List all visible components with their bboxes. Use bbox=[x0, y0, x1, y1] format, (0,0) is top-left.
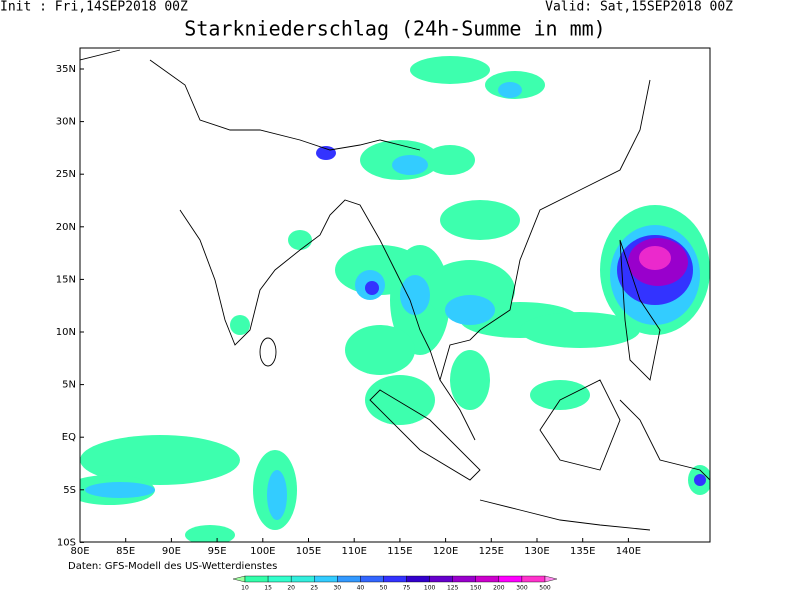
legend-label: 500 bbox=[539, 585, 551, 592]
legend-label: 20 bbox=[287, 585, 295, 592]
init-time: Init : Fri,14SEP2018 00Z bbox=[0, 0, 188, 15]
lon-label: 90E bbox=[162, 546, 181, 557]
lat-label: 25N bbox=[56, 169, 76, 180]
lon-label: 80E bbox=[70, 546, 89, 557]
lat-label: 15N bbox=[56, 274, 76, 285]
lon-label: 85E bbox=[116, 546, 135, 557]
legend-swatch bbox=[452, 575, 476, 583]
lon-label: 105E bbox=[296, 546, 321, 557]
lat-label: 10N bbox=[56, 327, 76, 338]
lon-label: 110E bbox=[341, 546, 366, 557]
legend-swatch bbox=[406, 575, 430, 583]
legend-swatch bbox=[521, 575, 546, 583]
legend-label: 50 bbox=[380, 585, 388, 592]
legend-arrow bbox=[232, 575, 246, 583]
lat-label: 20N bbox=[56, 222, 76, 233]
lat-label: EQ bbox=[62, 432, 76, 443]
map-title: Starkniederschlag (24h-Summe in mm) bbox=[184, 17, 605, 41]
lat-label: 35N bbox=[56, 64, 76, 75]
lon-label: 140E bbox=[616, 546, 641, 557]
legend-swatch bbox=[360, 575, 384, 583]
lon-label: 100E bbox=[250, 546, 275, 557]
footer-source: Daten: GFS-Modell des US-Wetterdienstes bbox=[68, 561, 277, 572]
lon-label: 125E bbox=[479, 546, 504, 557]
lat-label: 10S bbox=[57, 537, 76, 548]
legend-label: 15 bbox=[264, 585, 272, 592]
legend-swatch bbox=[475, 575, 500, 583]
legend-label: 150 bbox=[470, 585, 482, 592]
legend-label: 10 bbox=[241, 585, 249, 592]
coastlines bbox=[80, 49, 710, 531]
precipitation bbox=[80, 56, 710, 542]
valid-time: Valid: Sat,15SEP2018 00Z bbox=[545, 0, 733, 15]
legend-swatch bbox=[383, 575, 407, 583]
legend-swatch bbox=[498, 575, 523, 583]
legend-label: 30 bbox=[333, 585, 341, 592]
legend-label: 300 bbox=[516, 585, 528, 592]
lat-label: 5N bbox=[62, 380, 76, 391]
lon-label: 130E bbox=[524, 546, 549, 557]
legend-swatch bbox=[244, 575, 269, 583]
lon-label: 120E bbox=[433, 546, 458, 557]
legend-label: 40 bbox=[357, 585, 365, 592]
lat-label: 30N bbox=[56, 117, 76, 128]
legend-swatch bbox=[429, 575, 453, 583]
lon-label: 95E bbox=[208, 546, 227, 557]
legend-label: 100 bbox=[424, 585, 436, 592]
legend-label: 75 bbox=[403, 585, 411, 592]
legend-label: 25 bbox=[310, 585, 318, 592]
legend-arrow bbox=[544, 575, 558, 583]
legend-label: 125 bbox=[447, 585, 459, 592]
legend-swatch bbox=[267, 575, 292, 583]
lat-label: 5S bbox=[63, 485, 76, 496]
legend-swatch bbox=[314, 575, 338, 583]
legend-label: 200 bbox=[493, 585, 505, 592]
legend-swatch bbox=[337, 575, 361, 583]
map-frame bbox=[79, 47, 711, 543]
lon-label: 115E bbox=[387, 546, 412, 557]
lon-label: 135E bbox=[570, 546, 595, 557]
legend-swatch bbox=[290, 575, 315, 583]
